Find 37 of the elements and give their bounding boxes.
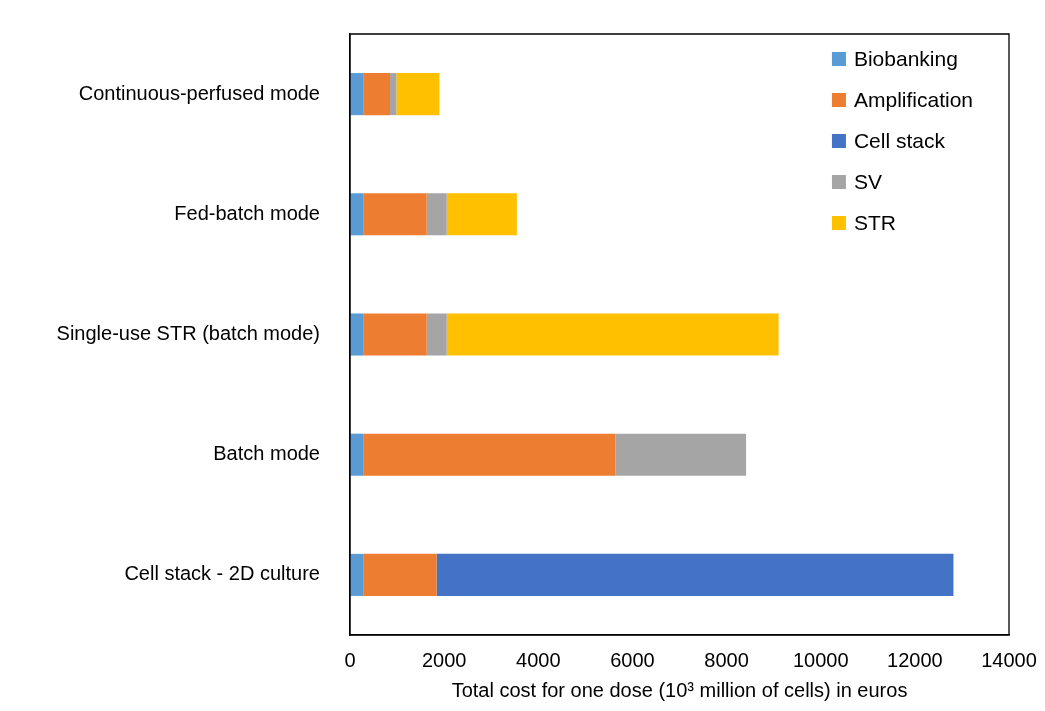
legend-label: STR [853, 210, 896, 234]
bar [446, 193, 517, 236]
bar [426, 313, 447, 356]
x-axis-title: Total cost for one dose (10³ million of cells) in euros [451, 678, 908, 701]
legend-label: SV [853, 169, 882, 193]
y-tick-label: Single-use STR (batch mode) [56, 322, 320, 345]
x-tick-label: 2000 [421, 648, 467, 671]
x-tick-label: 0 [344, 648, 356, 671]
x-tick-label: 12000 [887, 648, 943, 671]
x-tick-label: 14000 [981, 648, 1037, 671]
x-tick-label: 8000 [704, 648, 749, 671]
y-tick-label: Batch mode [213, 442, 320, 465]
x-tick-label: 10000 [792, 648, 849, 671]
bar [350, 433, 364, 476]
y-tick-label: Continuous-perfused mode [78, 81, 320, 104]
bar [363, 193, 427, 236]
bar [396, 73, 440, 116]
bar [363, 313, 427, 356]
x-tick-label: 6000 [610, 648, 655, 671]
bar [363, 73, 391, 116]
bar [615, 433, 747, 476]
bar [350, 313, 364, 356]
bar [350, 553, 364, 596]
y-tick-label: Cell stack - 2D culture [124, 562, 320, 585]
bar [350, 193, 364, 236]
bar [363, 433, 616, 476]
bar [426, 193, 447, 236]
bar [436, 553, 954, 596]
y-tick-label: Fed-batch mode [174, 201, 320, 224]
legend-label: Amplification [853, 87, 974, 111]
legend-label: Cell stack [853, 128, 946, 152]
bar [363, 553, 437, 596]
bar [350, 73, 364, 116]
x-tick-label: 4000 [516, 648, 561, 671]
bar [390, 73, 397, 116]
bar [446, 313, 779, 356]
legend-label: Biobanking [853, 46, 958, 70]
